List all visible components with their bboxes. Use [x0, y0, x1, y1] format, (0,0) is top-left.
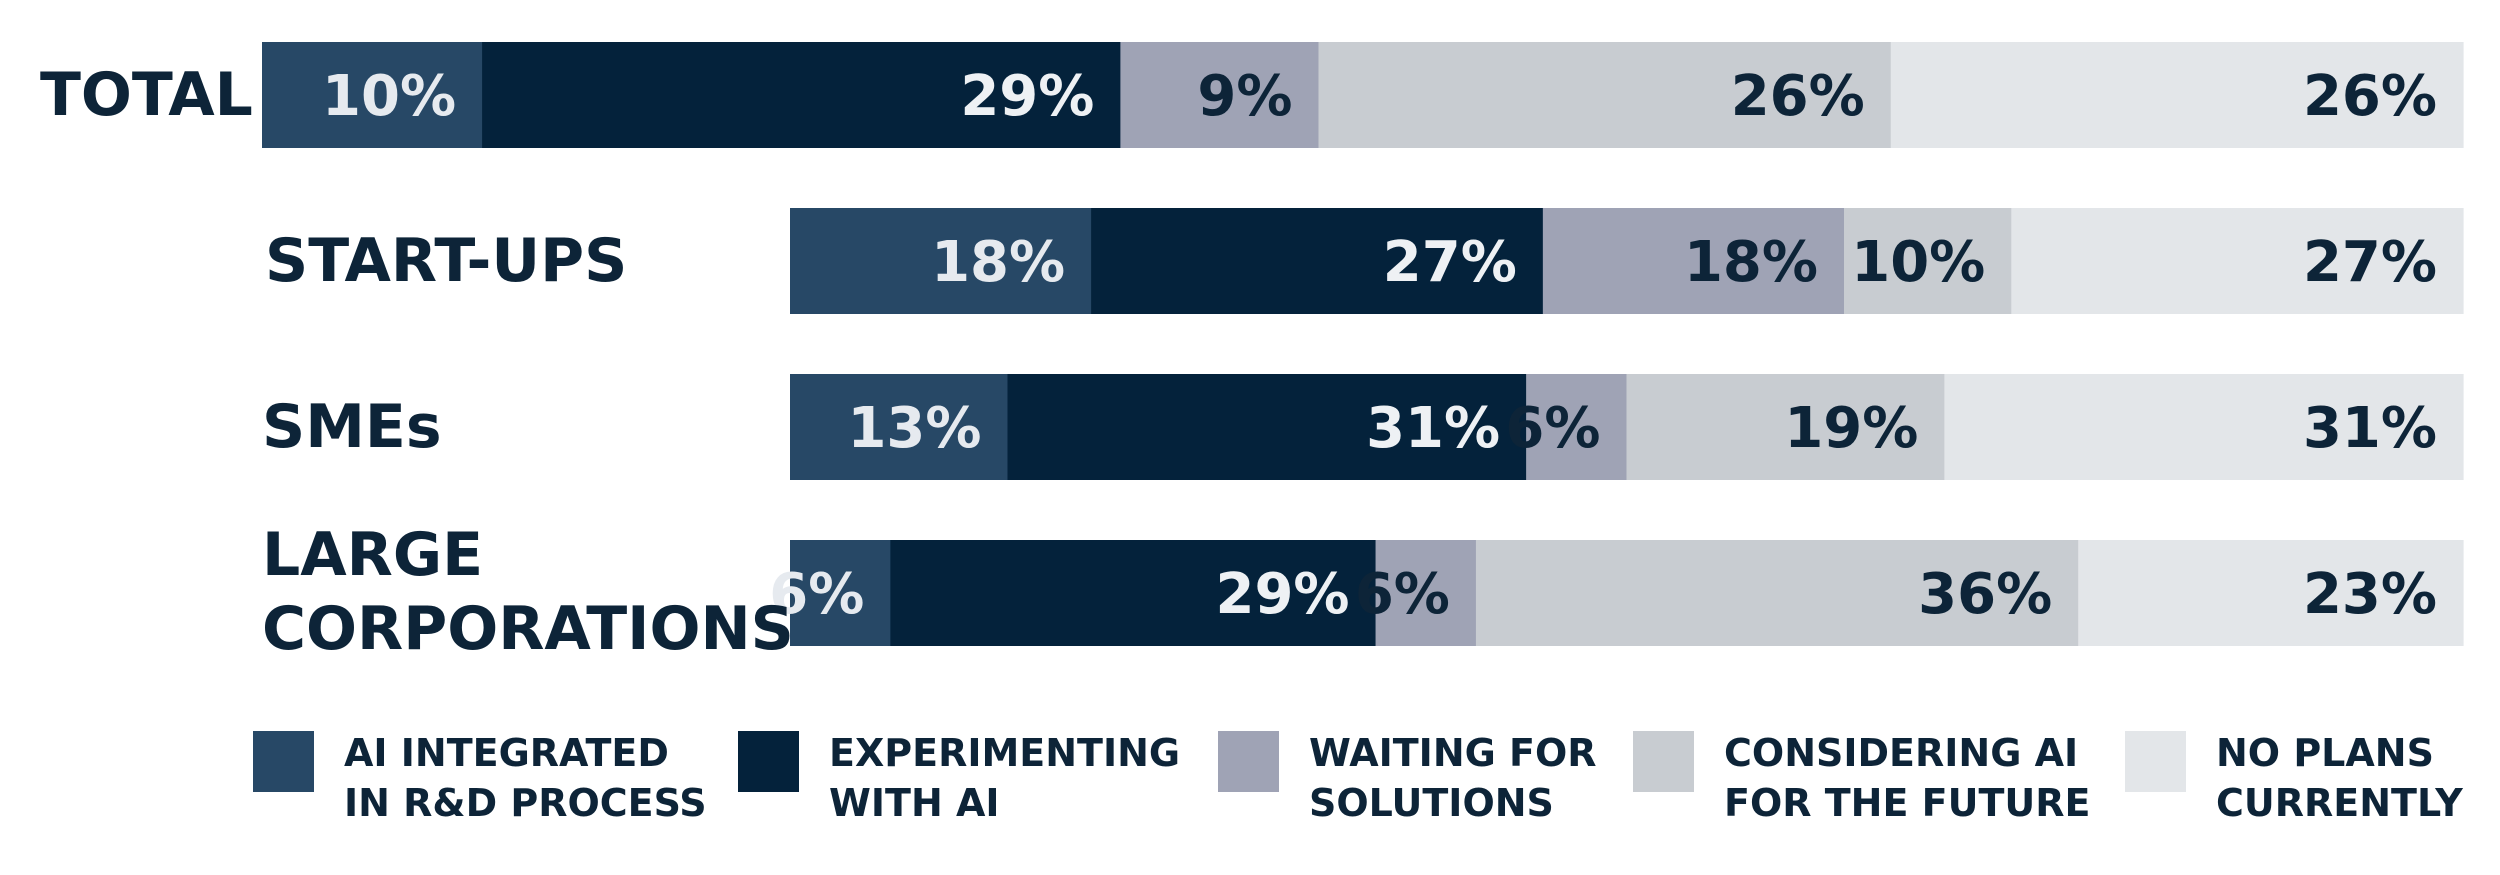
bar-segment [1843, 208, 2012, 314]
bar-segment [1890, 42, 2464, 148]
legend-swatch [1218, 731, 1279, 792]
legend-label-line: CURRENTLY [2216, 781, 2463, 825]
data-label: 18% [1684, 230, 1818, 295]
legend-label-line: WAITING FOR [1309, 731, 1597, 775]
data-label: 6% [1505, 396, 1600, 461]
data-label: 6% [769, 562, 864, 627]
legend-swatch [253, 731, 314, 792]
data-label: 36% [1918, 562, 2052, 627]
bar-segment [790, 208, 1092, 314]
data-label: 10% [322, 64, 456, 129]
bar-segment [790, 540, 891, 646]
bar-segment [1475, 540, 2079, 646]
bar-segment [1526, 374, 1628, 480]
legend-label: AI INTEGRATED IN R&D PROCESS [344, 728, 707, 828]
bar-segment [2011, 208, 2464, 314]
data-label: 27% [1383, 230, 1517, 295]
bar-segment [482, 42, 1121, 148]
bar-segment [790, 374, 1009, 480]
bar-segment [1318, 42, 1892, 148]
bar-segment [262, 42, 483, 148]
legend-label: WAITING FOR SOLUTIONS [1309, 728, 1597, 828]
legend-label: NO PLANS CURRENTLY [2216, 728, 2463, 828]
data-label: 9% [1197, 64, 1292, 129]
bar-segment [1007, 374, 1527, 480]
legend-swatch [738, 731, 799, 792]
data-label: 27% [2303, 230, 2437, 295]
data-label: 29% [1216, 562, 1350, 627]
data-label: 10% [1851, 230, 1985, 295]
category-label: START-UPS [265, 224, 627, 298]
data-label: 13% [847, 396, 981, 461]
legend-label-line: EXPERIMENTING [829, 731, 1181, 775]
bar-segment [1944, 374, 2464, 480]
bar-segment [1542, 208, 1845, 314]
stacked-bar-chart: 10% 29% 9% 26% 26%18% 27% 18% 10% 27%13% 31% 6% 19%… [262, 42, 2464, 646]
bar-segment [890, 540, 1377, 646]
legend-swatch [1633, 731, 1694, 792]
data-label: 18% [931, 230, 1065, 295]
legend-label-line: WITH AI [829, 781, 1000, 825]
bar-segment [1626, 374, 1945, 480]
category-label-line: LARGE [262, 520, 484, 590]
chart-legend: AI INTEGRATED IN R&D PROCESS EXPERIMENTING… [0, 728, 2500, 848]
data-label: 19% [1784, 396, 1918, 461]
bar-segment [1375, 540, 1477, 646]
category-label-line: CORPORATIONS [262, 594, 794, 664]
category-label: SMEs [262, 390, 442, 464]
legend-label-line: FOR THE FUTURE [1724, 781, 2091, 825]
legend-label-line: NO PLANS [2216, 731, 2434, 775]
data-label: 26% [1731, 64, 1865, 129]
data-label: 6% [1355, 562, 1450, 627]
legend-label-line: CONSIDERING AI [1724, 731, 2079, 775]
legend-label-line: SOLUTIONS [1309, 781, 1554, 825]
legend-label: CONSIDERING AI FOR THE FUTURE [1724, 728, 2090, 828]
category-label-line: TOTAL [40, 60, 253, 130]
data-label: 26% [2303, 64, 2437, 129]
bar-segment [2078, 540, 2464, 646]
bar-segment [1091, 208, 1544, 314]
data-label: 31% [1366, 396, 1500, 461]
legend-label: EXPERIMENTING WITH AI [829, 728, 1180, 828]
data-label: 31% [2303, 396, 2437, 461]
data-label: 29% [960, 64, 1094, 129]
bar-segment [1120, 42, 1320, 148]
legend-label-line: AI INTEGRATED [344, 731, 669, 775]
legend-swatch [2125, 731, 2186, 792]
data-label: 23% [2303, 562, 2437, 627]
category-label-line: SMEs [262, 392, 442, 462]
category-label: TOTAL [40, 58, 253, 132]
legend-label-line: IN R&D PROCESS [344, 781, 707, 825]
category-label: LARGE CORPORATIONS [262, 518, 794, 666]
category-label-line: START-UPS [265, 226, 628, 296]
